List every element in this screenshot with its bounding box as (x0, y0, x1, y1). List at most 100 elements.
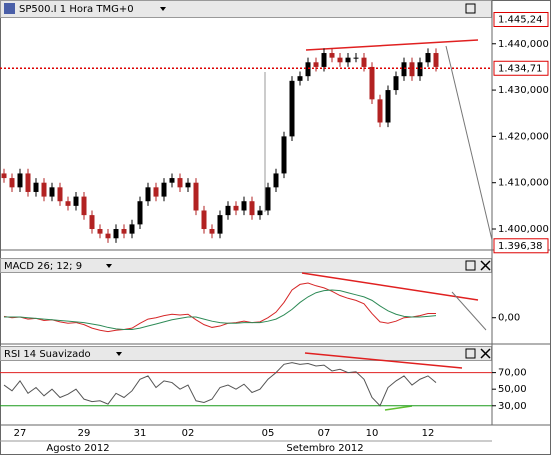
price-marker-label: 1.445,24 (498, 14, 543, 25)
trend-line (304, 352, 463, 369)
candle-body (353, 57, 359, 59)
panel-title[interactable]: RSI 14 Suavizado (4, 349, 91, 360)
candle-body (257, 210, 263, 216)
month-label: Agosto 2012 (46, 443, 109, 454)
candle-body (161, 182, 167, 197)
candle-body (65, 201, 71, 206)
x-tick-label: 10 (366, 428, 379, 439)
price-marker (493, 11, 549, 27)
candle-body (321, 53, 327, 67)
x-tick-label: 31 (134, 428, 147, 439)
maximize-button[interactable] (465, 3, 476, 14)
dropdown-arrow[interactable] (106, 264, 112, 268)
trend-line (445, 45, 493, 241)
close-button[interactable] (480, 260, 491, 271)
dropdown-arrow[interactable] (160, 7, 166, 11)
candle-body (401, 62, 407, 77)
candle-body (305, 62, 311, 77)
candle-body (81, 196, 87, 216)
candle-body (89, 215, 95, 230)
y-tick-label: 70,00 (498, 368, 527, 379)
maximize-button[interactable] (465, 348, 476, 359)
candle-body (313, 62, 319, 67)
candle-body (153, 187, 159, 197)
candle-body (177, 178, 183, 188)
candle-body (1, 173, 7, 179)
x-tick-label: 12 (422, 428, 435, 439)
candle-body (97, 229, 103, 234)
candle-body (105, 233, 111, 239)
candle-body (385, 90, 391, 123)
candle-body (393, 76, 399, 91)
candle-body (185, 182, 191, 188)
y-tick-label: 1.420,000 (498, 131, 549, 142)
x-tick-label: 27 (14, 428, 27, 439)
candle-body (121, 229, 127, 234)
x-tick-label: 07 (318, 428, 331, 439)
trend-line (384, 405, 413, 411)
candle-body (57, 187, 63, 202)
candle-body (345, 57, 351, 63)
candle-body (73, 196, 79, 206)
candle-body (41, 182, 47, 197)
candle-body (33, 182, 39, 192)
price-marker (493, 60, 549, 76)
candle-body (417, 62, 423, 77)
y-tick-label: 30,00 (498, 401, 527, 412)
candle-body (113, 229, 119, 239)
candle-body (337, 57, 343, 63)
price-marker-label: 1.396,38 (498, 241, 543, 252)
x-tick-label: 29 (78, 428, 91, 439)
chart-title[interactable]: SP500.I 1 Hora TMG+0 (19, 4, 134, 15)
candle-body (201, 210, 207, 230)
candle-body (289, 80, 295, 137)
candle-body (377, 99, 383, 123)
candle-body (361, 57, 367, 67)
candle-body (129, 224, 135, 234)
candle-body (233, 205, 239, 211)
candle-body (25, 173, 31, 192)
candle-body (369, 66, 375, 100)
candle-body (425, 53, 431, 63)
y-tick-label: 1.430,000 (498, 85, 549, 96)
price-marker-label: 1.434,71 (498, 63, 543, 74)
y-tick-label: 0,00 (498, 313, 520, 324)
candle-body (137, 201, 143, 225)
symbol-icon (4, 3, 15, 14)
x-tick-label: 05 (262, 428, 275, 439)
candle-body (169, 178, 175, 183)
trend-line (301, 272, 479, 301)
maximize-button[interactable] (465, 260, 476, 271)
y-tick-label: 1.410,000 (498, 178, 549, 189)
candle-body (433, 53, 439, 67)
candle-body (281, 136, 287, 174)
y-tick-label: 1.440,000 (498, 39, 549, 50)
candle-body (297, 76, 303, 81)
trend-line (451, 291, 487, 331)
candle-body (265, 187, 271, 211)
candle-body (409, 62, 415, 77)
candle-body (193, 182, 199, 211)
line-series (3, 362, 437, 407)
candle-body (9, 178, 15, 188)
candle-body (217, 215, 223, 234)
y-tick-label: 50,00 (498, 384, 527, 395)
price-marker (493, 238, 549, 254)
panel-title[interactable]: MACD 26; 12; 9 (4, 261, 82, 272)
dropdown-arrow[interactable] (116, 352, 122, 356)
close-button[interactable] (480, 348, 491, 359)
candle-body (225, 205, 231, 216)
candle-body (49, 187, 55, 197)
candle-body (249, 201, 255, 216)
line-series (4, 289, 437, 331)
candle-body (209, 229, 215, 234)
x-tick-label: 02 (182, 428, 195, 439)
month-label: Setembro 2012 (286, 443, 363, 454)
trend-line (305, 39, 479, 51)
line-series (3, 282, 436, 333)
candle-body (273, 173, 279, 188)
y-tick-label: 1.400,000 (498, 224, 549, 235)
candle-body (145, 187, 151, 202)
candle-body (17, 173, 23, 188)
